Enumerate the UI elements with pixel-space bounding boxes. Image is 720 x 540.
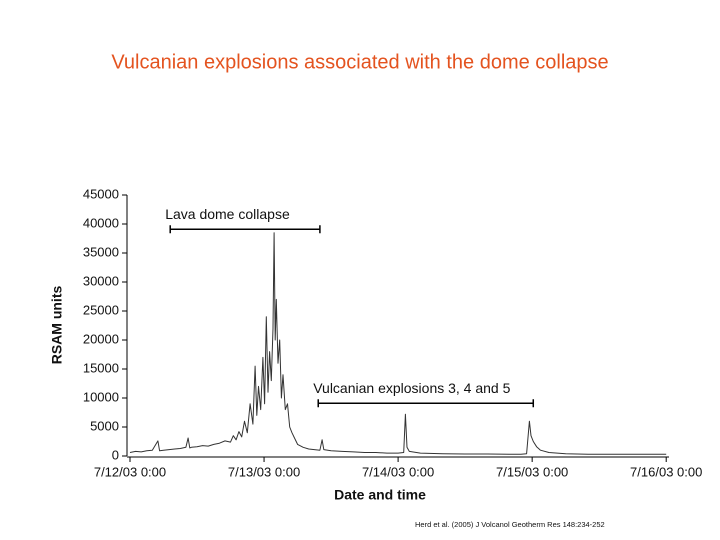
y-tick-label: 15000: [83, 360, 119, 375]
y-tick-label: 20000: [83, 331, 119, 346]
y-tick-label: 0: [112, 447, 119, 462]
annotation-bracket: [317, 399, 535, 408]
x-tick-label: 7/13/03 0:00: [228, 464, 300, 479]
y-tick-label: 5000: [90, 418, 119, 433]
y-tick-label: 10000: [83, 389, 119, 404]
annotation-bracket: [169, 225, 321, 234]
y-tick-label: 45000: [83, 186, 119, 201]
slide-title: Vulcanian explosions associated with the…: [111, 51, 608, 73]
y-tick-label: 30000: [83, 273, 119, 288]
x-axis-label: Date and time: [334, 487, 426, 503]
y-tick-label: 40000: [83, 215, 119, 230]
data-line: [129, 232, 667, 455]
annotation-label: Vulcanian explosions 3, 4 and 5: [313, 380, 510, 396]
x-tick-label: 7/16/03 0:00: [630, 464, 702, 479]
x-tick-label: 7/14/03 0:00: [362, 464, 434, 479]
citation: Herd et al. (2005) J Volcanol Geotherm R…: [415, 520, 605, 529]
annotation-label: Lava dome collapse: [165, 206, 290, 222]
y-tick-label: 35000: [83, 244, 119, 259]
x-tick-label: 7/15/03 0:00: [496, 464, 568, 479]
x-tick-label: 7/12/03 0:00: [94, 464, 166, 479]
y-axis-label: RSAM units: [49, 286, 65, 365]
y-tick-label: 25000: [83, 302, 119, 317]
